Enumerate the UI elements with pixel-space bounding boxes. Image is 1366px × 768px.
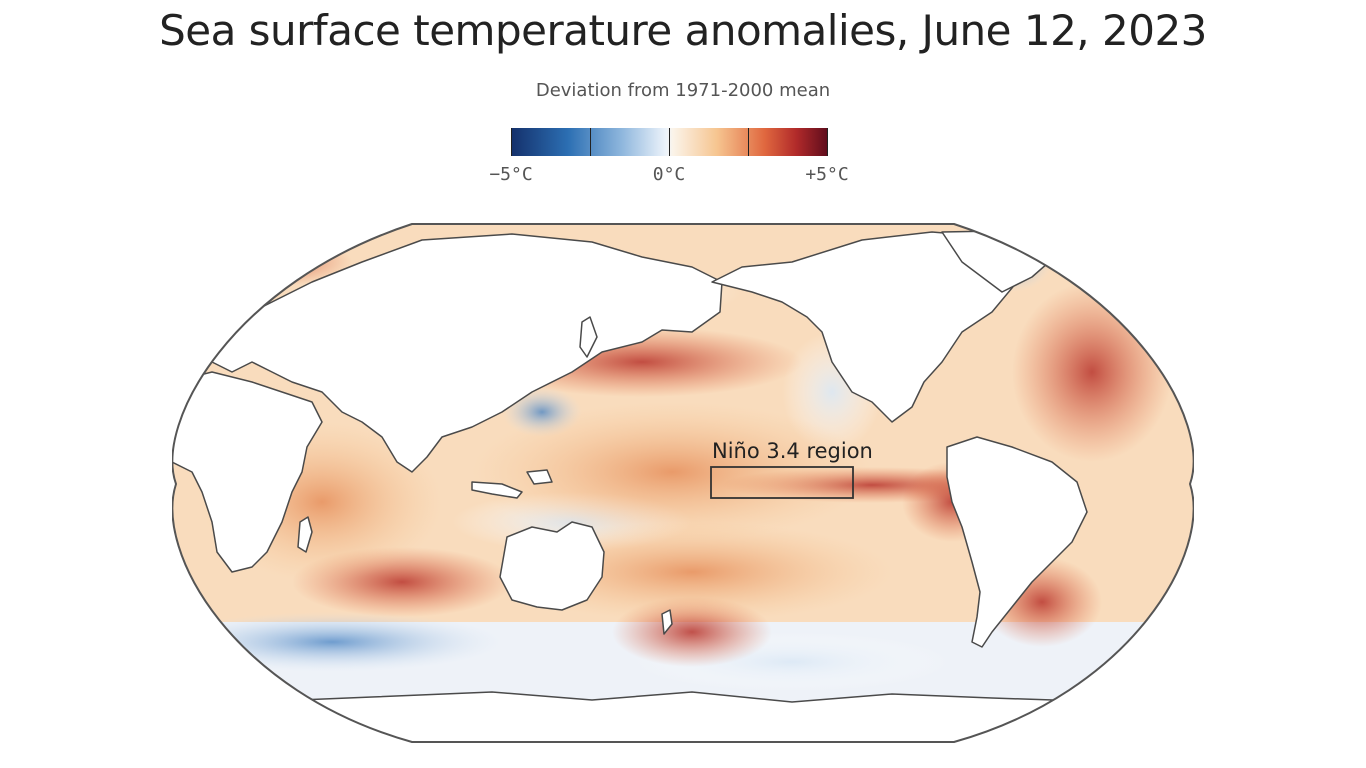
scale-tick: [748, 128, 749, 156]
scale-label-min: −5°C: [489, 164, 533, 185]
scale-tick: [511, 128, 512, 156]
color-scale-legend: −5°C 0°C +5°C: [489, 128, 849, 185]
nino-3-4-label: Niño 3.4 region: [712, 439, 873, 463]
map-outline: [171, 223, 1195, 743]
chart-title: Sea surface temperature anomalies, June …: [159, 6, 1207, 55]
antarctica-landmass: [172, 691, 1194, 742]
north-america-landmass: [711, 231, 1033, 423]
nino-3-4-region-box: [710, 466, 854, 499]
indonesia-islands: [471, 481, 523, 499]
australia-landmass: [499, 521, 605, 611]
world-map: Niño 3.4 region: [171, 222, 1195, 744]
new-zealand-landmass: [661, 609, 673, 635]
scale-tick: [669, 128, 670, 156]
chart-subtitle: Deviation from 1971-2000 mean: [535, 80, 831, 101]
scale-label-zero: 0°C: [652, 164, 686, 185]
scale-label-max: +5°C: [805, 164, 849, 185]
japan-landmass: [579, 316, 598, 358]
madagascar-landmass: [297, 516, 313, 553]
scale-tick: [590, 128, 591, 156]
eurasia-landmass: [172, 233, 723, 473]
africa-landmass: [172, 371, 323, 573]
scale-tick: [827, 128, 828, 156]
south-america-landmass: [946, 436, 1088, 648]
sst-anomaly-field: [172, 224, 1194, 742]
